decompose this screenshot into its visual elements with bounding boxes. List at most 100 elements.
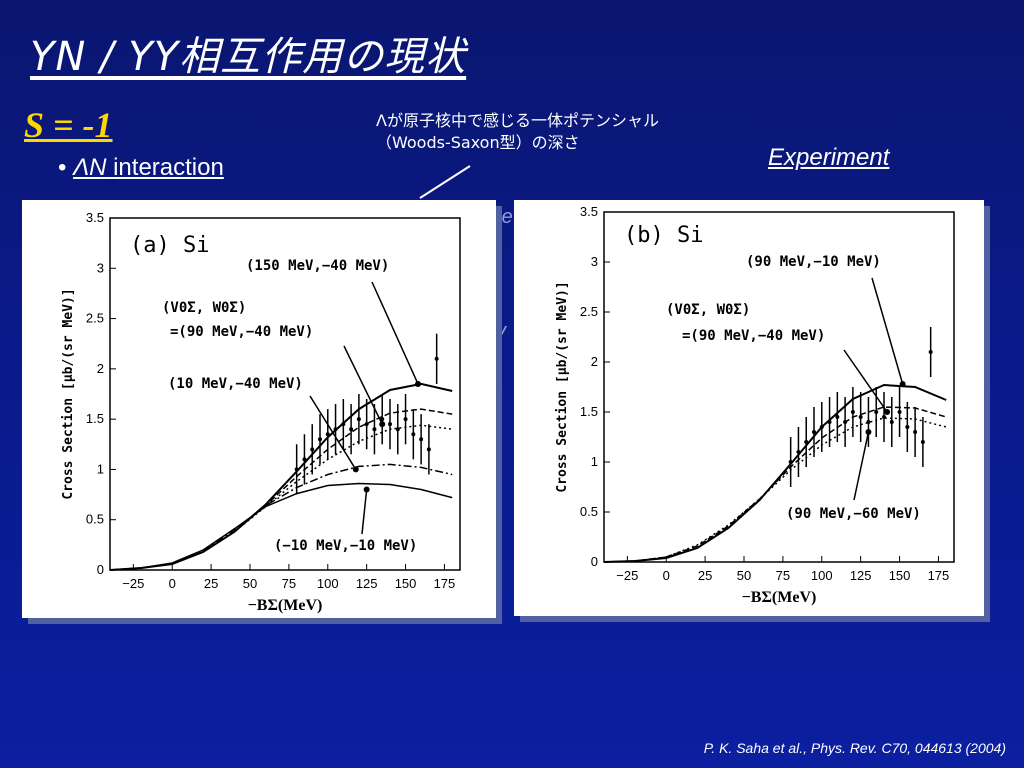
data-point — [411, 432, 416, 437]
y-tick-label: 2 — [591, 354, 598, 369]
y-axis-label: Cross Section [μb/(sr MeV)] — [555, 281, 570, 492]
interaction-text: interaction — [113, 154, 224, 181]
annotation-label: (90 MeV,−10 MeV) — [746, 254, 881, 270]
data-point — [843, 420, 848, 424]
y-tick-label: 3 — [97, 260, 104, 275]
annotation-arrow — [361, 489, 368, 535]
data-point — [889, 420, 894, 424]
data-point — [395, 427, 400, 432]
annotation-label: (90 MeV,−60 MeV) — [786, 506, 921, 522]
experiment-label: Experiment — [768, 144, 890, 171]
y-tick-label: 1 — [97, 461, 104, 476]
data-point — [905, 425, 910, 429]
data-point — [788, 460, 793, 464]
data-point — [310, 447, 315, 452]
bullet-dot: • — [58, 154, 74, 181]
y-tick-label: 1.5 — [86, 411, 104, 426]
data-point — [866, 420, 871, 424]
legend-header: (V0Σ, W0Σ) — [162, 300, 246, 316]
annotation-arrowhead — [363, 486, 370, 493]
y-tick-label: 3 — [591, 254, 598, 269]
annotation-arrowhead — [379, 421, 386, 428]
bullet-text: ΛN interaction — [73, 154, 224, 181]
data-point — [364, 422, 369, 427]
data-point — [819, 425, 824, 429]
x-tick-label: 0 — [169, 576, 176, 591]
y-tick-label: 0.5 — [580, 504, 598, 519]
series-line-2 — [109, 408, 453, 571]
pointer-line-segment — [419, 165, 471, 199]
annotation-arrowhead — [352, 466, 359, 473]
y-tick-label: 1.5 — [580, 404, 598, 419]
annotation-arrowhead — [899, 381, 906, 387]
lambda-n-text: ΛN — [73, 154, 107, 181]
data-point — [835, 415, 840, 419]
data-point — [341, 422, 346, 427]
data-point — [426, 447, 431, 452]
data-point — [380, 417, 385, 422]
chart-panel-b: −25 0 25 50 75 100 125 150 175 0 0.5 1 1.5 2 2.5 3 3.5 −B… — [514, 200, 984, 616]
note-line-2: （Woods-Saxon型）の深さ — [376, 133, 580, 152]
x-tick-label: 0 — [663, 568, 670, 583]
annotation-label: =(90 MeV,−40 MeV) — [170, 324, 313, 340]
data-point — [318, 437, 322, 442]
annotation-label: =(90 MeV,−40 MeV) — [682, 328, 825, 344]
x-tick-label: 175 — [434, 576, 456, 591]
chart-a-svg: −25 0 25 50 75 100 125 150 175 0 0.5 1 1.5 2 2.5 3 3.5 −B… — [61, 210, 461, 614]
x-tick-label: 50 — [737, 568, 751, 583]
y-tick-label: 3.5 — [86, 210, 104, 225]
data-point — [812, 430, 816, 434]
data-point — [349, 427, 354, 432]
x-tick-label: 150 — [889, 568, 911, 583]
x-tick-label: 25 — [698, 568, 712, 583]
annotation-label: (−10 MeV,−10 MeV) — [274, 538, 417, 554]
data-point — [325, 432, 330, 437]
annotation-arrowhead — [415, 380, 421, 387]
annotation-label: (150 MeV,−40 MeV) — [246, 258, 389, 274]
legend-header: (V0Σ, W0Σ) — [666, 302, 750, 318]
note-line-1: Λが原子核中で感じる一体ポテンシャル — [376, 111, 659, 130]
chart-b-svg: −25 0 25 50 75 100 125 150 175 0 0.5 1 1.5 2 2.5 3 3.5 −B… — [555, 204, 955, 606]
data-point — [356, 417, 361, 422]
annotation-arrow — [309, 395, 357, 470]
data-point — [804, 440, 809, 444]
x-tick-label: −25 — [616, 568, 638, 583]
data-point — [333, 427, 338, 432]
data-point — [920, 440, 925, 444]
data-point — [913, 430, 918, 434]
x-axis-label: −BΣ(MeV) — [742, 589, 817, 606]
potential-note: Λが原子核中で感じる一体ポテンシャル （Woods-Saxon型）の深さ — [376, 110, 659, 154]
annotation-arrowhead — [884, 409, 891, 415]
y-tick-label: 3.5 — [580, 204, 598, 219]
data-point — [403, 417, 408, 422]
data-point — [882, 415, 886, 419]
data-point — [294, 467, 299, 472]
x-tick-label: 75 — [282, 576, 296, 591]
data-point — [874, 410, 879, 414]
y-tick-label: 0.5 — [86, 512, 104, 527]
y-tick-label: 2.5 — [86, 311, 104, 326]
annotation-arrow — [853, 431, 870, 501]
x-tick-label: 125 — [850, 568, 872, 583]
x-tick-label: 75 — [776, 568, 790, 583]
x-axis-label: −BΣ(MeV) — [248, 597, 323, 614]
data-point — [419, 437, 424, 442]
data-point — [928, 350, 933, 354]
data-point — [827, 420, 832, 424]
panel-label: (b) Si — [624, 223, 703, 248]
series-line-3 — [603, 417, 947, 563]
x-tick-label: 125 — [356, 576, 378, 591]
panel-label: (a) Si — [130, 233, 209, 258]
x-tick-label: 150 — [395, 576, 417, 591]
annotation-arrowhead — [865, 429, 872, 435]
citation: P. K. Saha et al., Phys. Rev. C70, 04461… — [703, 740, 1006, 756]
series-line-5 — [109, 482, 453, 571]
x-tick-label: 100 — [811, 568, 833, 583]
y-tick-label: 2 — [97, 361, 104, 376]
annotation-arrow — [871, 277, 904, 385]
x-tick-label: 25 — [204, 576, 218, 591]
x-tick-label: 50 — [243, 576, 257, 591]
data-point — [388, 422, 392, 427]
y-tick-label: 0 — [591, 554, 598, 569]
